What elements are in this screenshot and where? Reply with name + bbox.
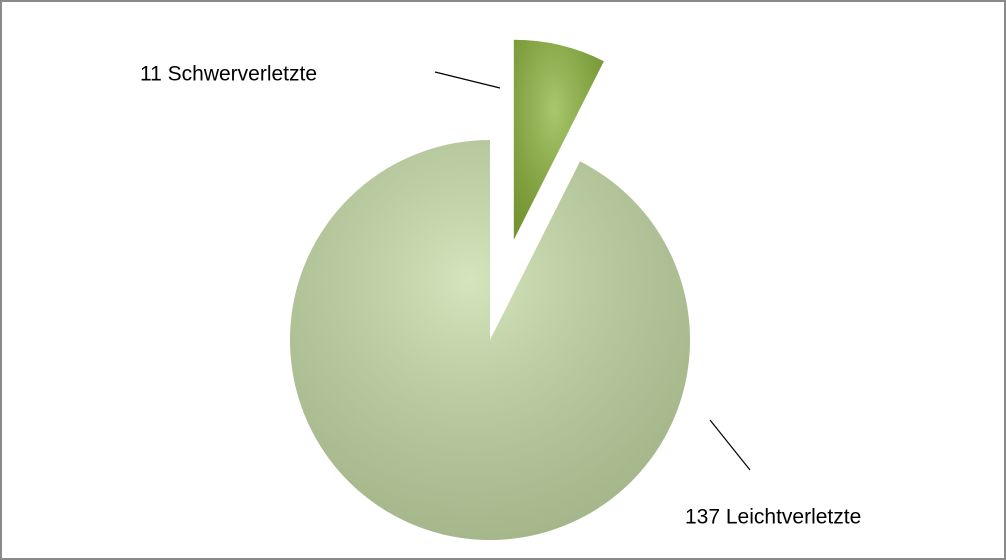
leader-line <box>709 419 751 471</box>
leader-line <box>434 71 501 89</box>
pie <box>289 39 690 540</box>
slice-shading <box>289 140 690 540</box>
slice-label: 11 Schwerverletzte <box>140 63 317 86</box>
slice-shading <box>513 39 604 240</box>
slice-label: 137 Leichtverletzte <box>685 506 861 529</box>
